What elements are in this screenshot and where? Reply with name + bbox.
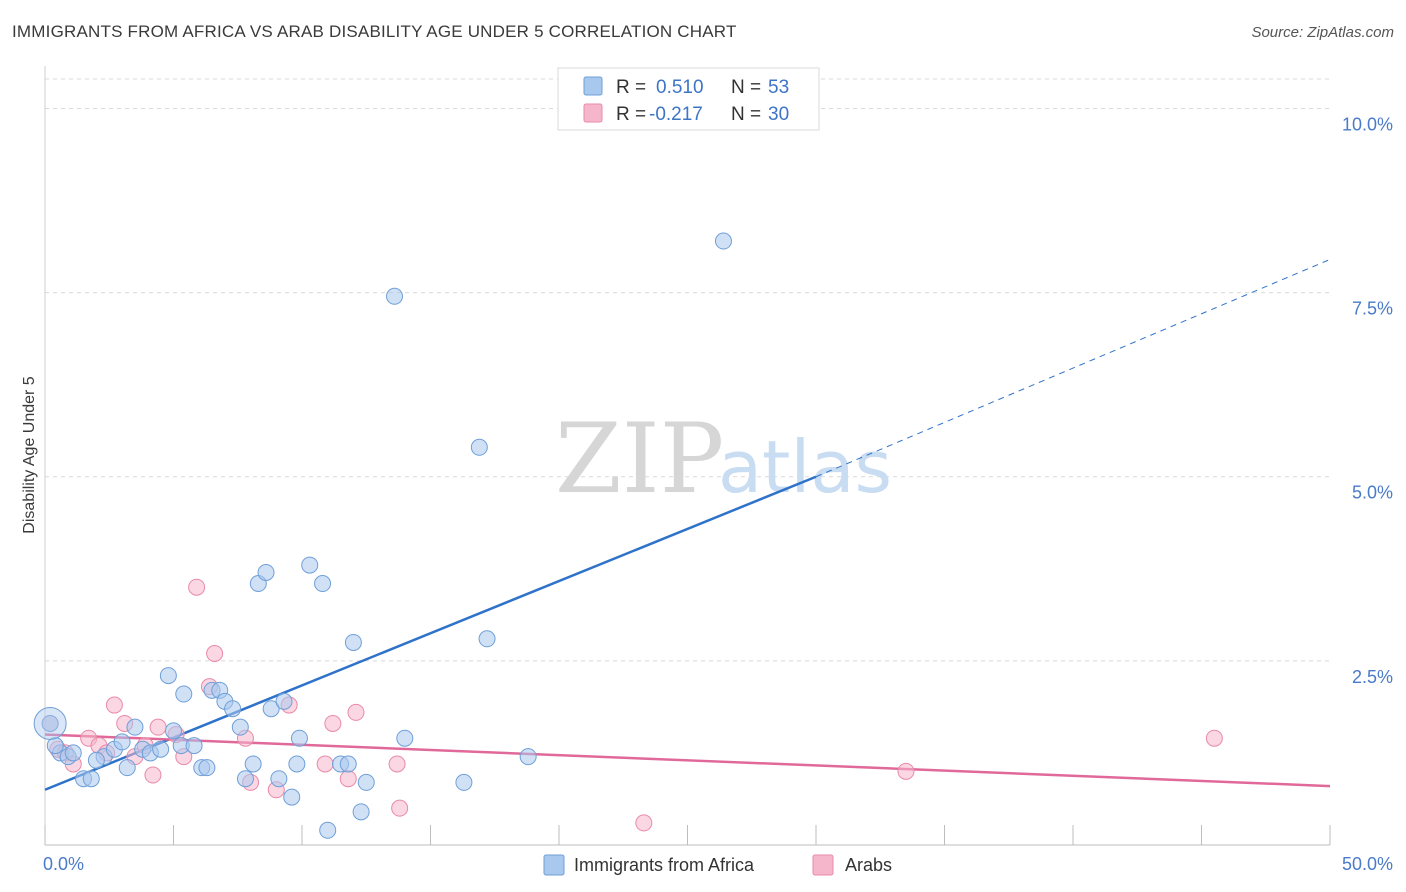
africa-point (224, 700, 242, 718)
legend-r-label-africa: R = (616, 77, 646, 98)
arab-point (388, 755, 406, 773)
y-tick-label: 5.0% (1352, 483, 1393, 503)
y-tick-label: 7.5% (1352, 299, 1393, 319)
africa-point (301, 556, 319, 574)
africa-point (262, 700, 280, 718)
arab-point (188, 578, 206, 596)
arab-point (316, 755, 334, 773)
legend-n-value-africa: 53 (768, 77, 789, 98)
africa-point (314, 575, 332, 593)
grid-lines (45, 78, 1330, 662)
africa-point (352, 803, 370, 821)
africa-point (236, 770, 254, 788)
arab-point (149, 718, 167, 736)
africa-point (46, 737, 64, 755)
africa-point (344, 633, 362, 651)
legend-r-value-arabs: -0.217 (649, 104, 703, 125)
africa-point (714, 232, 732, 250)
africa-point (319, 821, 337, 839)
africa-point (159, 667, 177, 685)
legend-swatch-arabs (583, 103, 603, 123)
trend-line-arabs (44, 733, 1331, 788)
bottom-legend-label-arabs: Arabs (845, 855, 892, 875)
x-tick-label: 0.0% (43, 854, 84, 874)
africa-point (87, 751, 105, 769)
africa-point (386, 287, 404, 305)
trend-line-africa-extension (815, 258, 1331, 478)
africa-point (126, 718, 144, 736)
arab-point (144, 766, 162, 784)
bottom-legend-swatch-africa (543, 854, 565, 876)
africa-point (470, 438, 488, 456)
africa-point (283, 788, 301, 806)
legend-n-label-arabs: N = (731, 104, 761, 125)
africa-point (478, 630, 496, 648)
legend-n-label-africa: N = (731, 77, 761, 98)
africa-point (118, 759, 136, 777)
arab-point (635, 814, 653, 832)
bottom-legend: Immigrants from Africa Arabs (543, 854, 892, 876)
chart-title: IMMIGRANTS FROM AFRICA VS ARAB DISABILIT… (12, 22, 737, 41)
africa-point (113, 733, 131, 751)
africa-point (275, 692, 293, 710)
africa-point (270, 770, 288, 788)
africa-point (257, 563, 275, 581)
africa-point (244, 755, 262, 773)
africa-point (290, 729, 308, 747)
bottom-legend-label-africa: Immigrants from Africa (574, 855, 755, 875)
africa-point (288, 755, 306, 773)
legend-n-value-arabs: 30 (768, 104, 789, 125)
data-points (33, 232, 1223, 839)
africa-point (357, 773, 375, 791)
chart-source: Source: ZipAtlas.com (1251, 24, 1394, 41)
arab-point (391, 799, 409, 817)
legend-swatch-africa (583, 76, 603, 96)
y-tick-labels: 2.5% 5.0% 7.5% 10.0% (1342, 114, 1393, 686)
africa-point-cluster (33, 706, 67, 740)
watermark-zip: ZIP (555, 403, 724, 515)
arab-point (324, 714, 342, 732)
watermark-atlas: atlas (718, 425, 892, 509)
x-tick-label: 50.0% (1342, 854, 1393, 874)
axes (44, 66, 1331, 846)
legend-r-label-arabs: R = (616, 104, 646, 125)
africa-point (231, 718, 249, 736)
africa-point (339, 755, 357, 773)
africa-point (64, 744, 82, 762)
africa-point (41, 714, 59, 732)
arab-point (897, 762, 915, 780)
y-tick-label: 10.0% (1342, 114, 1393, 134)
x-tick-labels: 0.0% 50.0% (43, 854, 1393, 874)
africa-point (175, 685, 193, 703)
y-tick-label: 2.5% (1352, 667, 1393, 687)
africa-point (185, 737, 203, 755)
arab-point (1205, 729, 1223, 747)
africa-point (519, 748, 537, 766)
africa-point (396, 729, 414, 747)
arab-point (347, 703, 365, 721)
africa-point (152, 740, 170, 758)
africa-point (82, 770, 100, 788)
africa-point (455, 773, 473, 791)
africa-point (198, 759, 216, 777)
legend-r-value-africa: 0.510 (656, 77, 704, 98)
y-axis-title: Disability Age Under 5 (21, 376, 38, 534)
bottom-legend-swatch-arabs (812, 854, 834, 876)
arab-point (206, 645, 224, 662)
legend: R = 0.510 N = 53 R = -0.217 N = 30 (557, 67, 820, 131)
arab-point (105, 696, 123, 714)
africa-point (165, 722, 182, 740)
arab-point (339, 770, 357, 788)
